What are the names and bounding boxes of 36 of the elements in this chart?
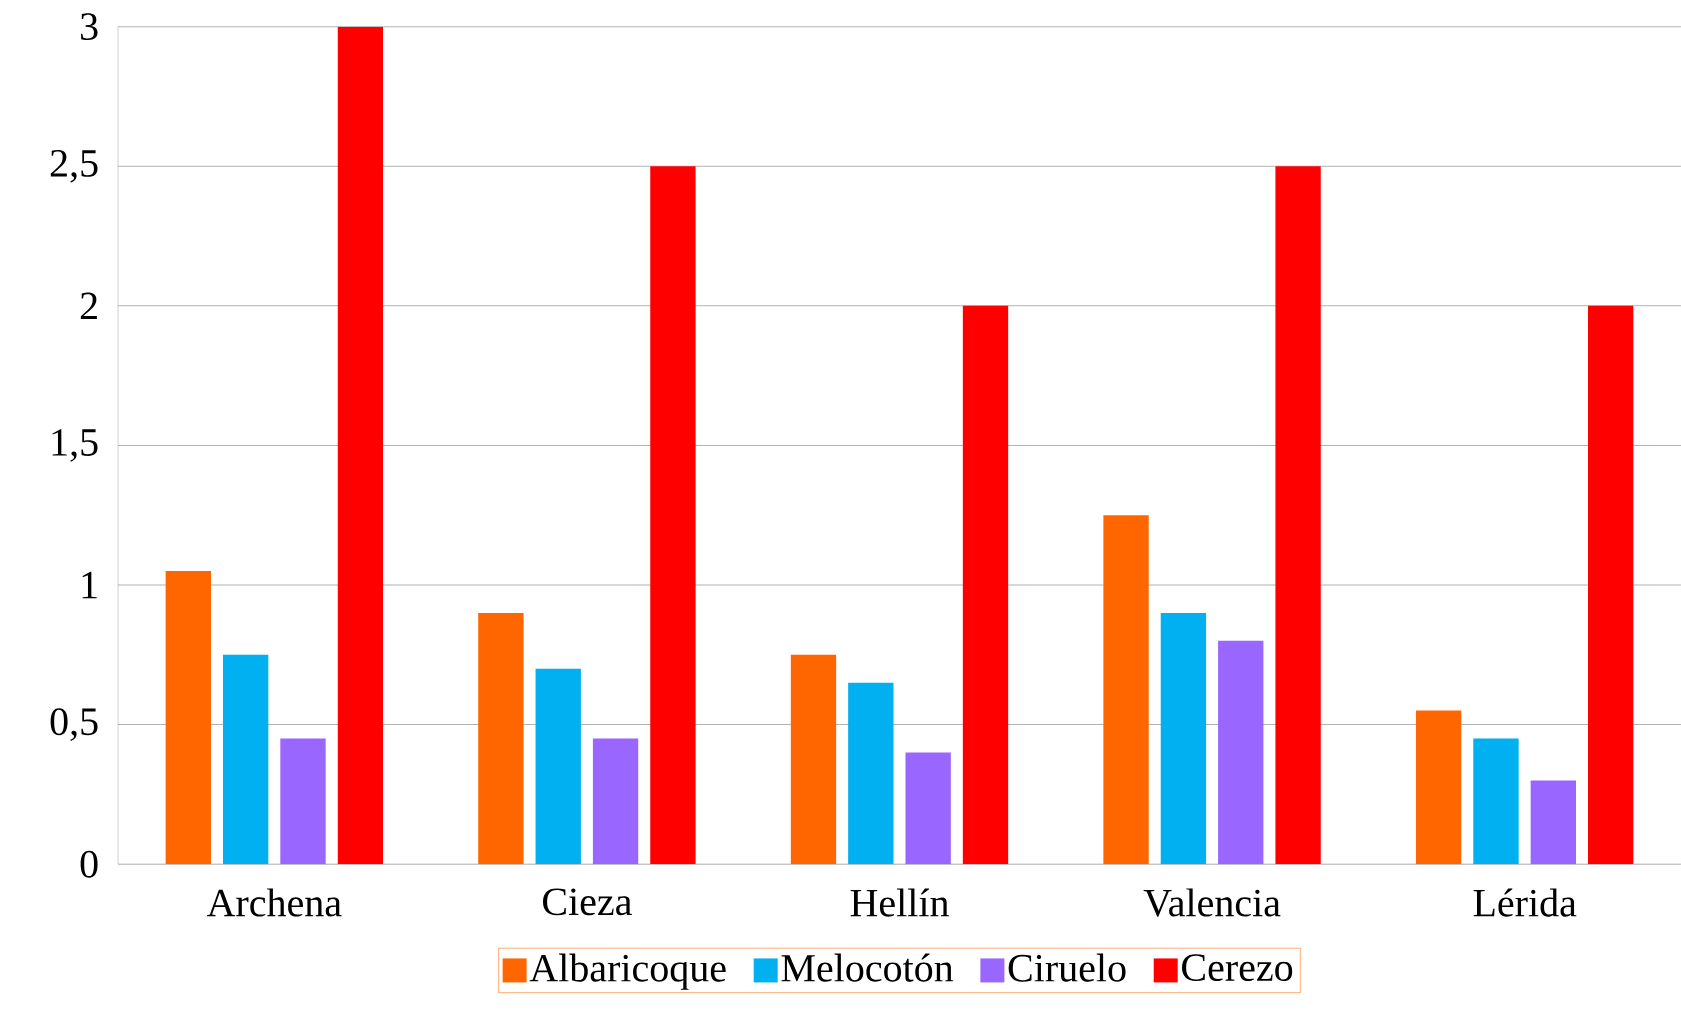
bar xyxy=(165,571,211,865)
y-tick-label: 3 xyxy=(81,13,98,41)
bar xyxy=(478,612,524,865)
bar xyxy=(962,305,1009,865)
bar xyxy=(222,654,269,865)
legend-label: Ciruelo xyxy=(1008,953,1126,982)
legend-label: Albaricoque xyxy=(529,953,726,990)
bar xyxy=(337,26,384,865)
legend-label: Melocotón xyxy=(781,953,954,982)
bar xyxy=(1160,612,1207,865)
y-tick-label: 1,5 xyxy=(52,429,98,462)
bar xyxy=(1218,640,1264,865)
x-tick-label: Hellín xyxy=(850,888,949,917)
y-tick-label: 2 xyxy=(80,292,97,320)
bar xyxy=(1275,166,1321,865)
bar xyxy=(535,668,581,865)
bar xyxy=(790,654,837,865)
bar xyxy=(1588,305,1634,865)
x-tick-label: Cieza xyxy=(543,888,632,916)
legend-label: Cerezo xyxy=(1182,954,1293,982)
bar xyxy=(905,752,951,865)
bar xyxy=(1103,515,1149,865)
bar xyxy=(280,738,326,865)
x-tick-label: Archena xyxy=(206,888,342,917)
bar xyxy=(1473,738,1519,865)
y-tick-label: 0 xyxy=(80,850,98,878)
bar xyxy=(1415,710,1462,865)
bar xyxy=(592,738,639,865)
x-tick-label: Lérida xyxy=(1473,888,1577,917)
y-tick-label: 1 xyxy=(82,571,97,599)
bar xyxy=(848,682,894,865)
y-tick-label: 2,5 xyxy=(50,149,98,183)
bar xyxy=(1530,780,1576,865)
bar xyxy=(650,166,696,865)
x-tick-label: Valencia xyxy=(1143,888,1281,917)
y-tick-label: 0,5 xyxy=(50,708,98,742)
